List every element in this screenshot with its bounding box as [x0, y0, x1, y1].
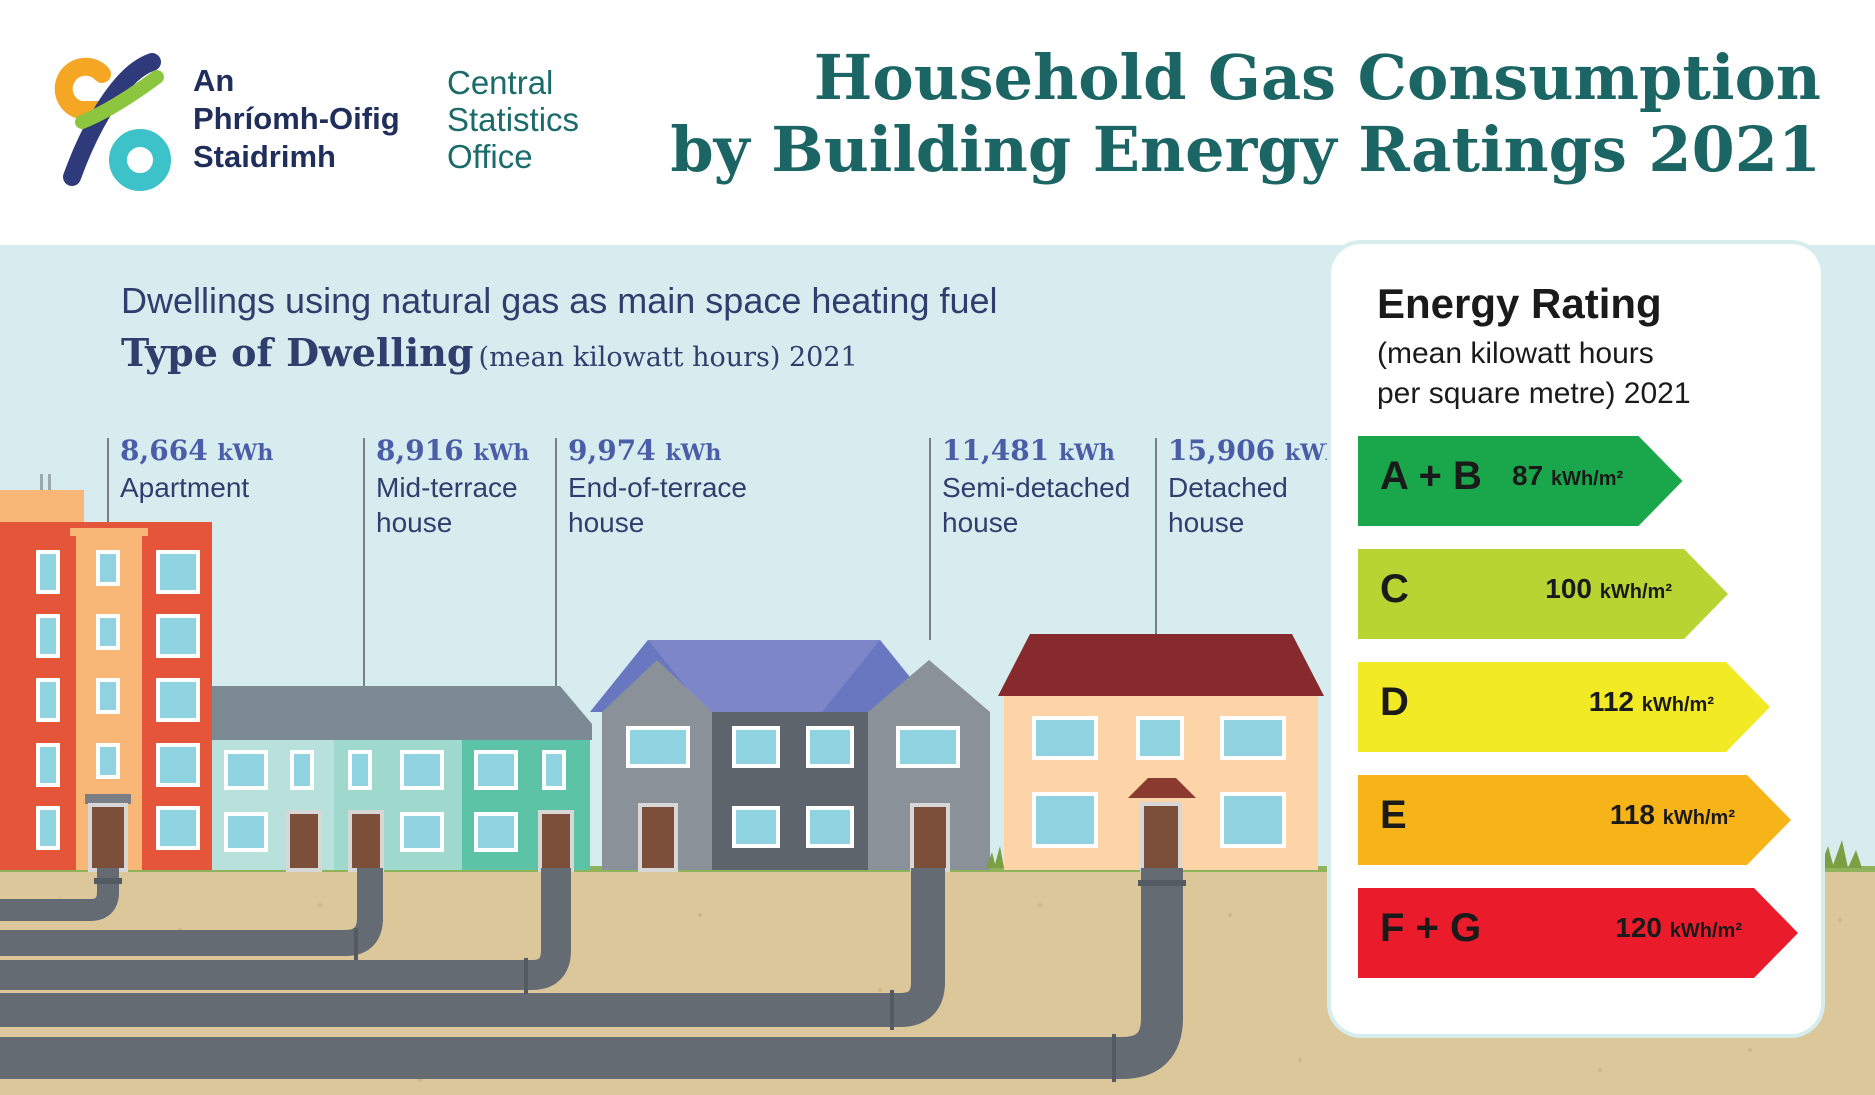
- rating-arrow: [1358, 888, 1798, 978]
- section-subtitle: Dwellings using natural gas as main spac…: [121, 280, 998, 321]
- detached-house: [998, 634, 1324, 872]
- dwelling-value-unit: kWh: [665, 440, 722, 466]
- rating-row: F + G 120 kWh/m²: [1358, 888, 1800, 978]
- rating-bar: [1358, 888, 1798, 978]
- energy-rating-card: Energy Rating (mean kilowatt hours per s…: [1331, 244, 1821, 1034]
- rating-subtitle-line: per square metre) 2021: [1377, 377, 1691, 410]
- dwelling-value-unit: kWh: [1058, 440, 1115, 466]
- rating-arrow: [1358, 775, 1791, 865]
- rating-value: 112 kWh/m²: [1589, 686, 1714, 718]
- rating-value-number: 112: [1588, 686, 1642, 717]
- dwelling-type-label: Semi-detached: [942, 472, 1131, 503]
- dwelling-value: 8,664 kWh: [120, 434, 273, 470]
- dwelling-label: 8,664 kWh Apartment: [120, 434, 273, 505]
- dwelling-value-unit: kWh: [473, 440, 530, 466]
- logo-text-english: Central Statistics Office: [447, 64, 579, 175]
- logo-line: An: [193, 63, 235, 98]
- rating-band-label: E: [1380, 793, 1407, 837]
- heading-bold: Type of Dwelling: [121, 330, 474, 375]
- dwelling-type-label: house: [942, 507, 1019, 538]
- logo-line: Phríomh-Oifig: [193, 101, 400, 136]
- header: An Phríomh-Oifig Staidrimh Central Stati…: [0, 0, 1875, 245]
- dwelling-type-label: house: [1168, 507, 1245, 538]
- rating-arrow: [1358, 436, 1683, 526]
- cso-logo-icon: [54, 53, 171, 191]
- dwelling-type-label: End-of-terrace: [568, 472, 747, 503]
- pipe-joints: [94, 878, 1186, 1082]
- logo-text-irish: An Phríomh-Oifig Staidrimh: [193, 62, 400, 176]
- rating-value: 87 kWh/m²: [1512, 460, 1623, 492]
- logo-line: Statistics: [447, 101, 580, 138]
- heading-rest: (mean kilowatt hours) 2021: [478, 342, 858, 373]
- dwelling-value-number: 9,974: [568, 434, 666, 467]
- rating-row: A + B 87 kWh/m²: [1358, 436, 1685, 526]
- dwelling-label: 9,974 kWh End-of-terrace house: [568, 434, 747, 540]
- rating-arrow: [1358, 549, 1728, 639]
- dwelling-value: 8,916 kWh: [376, 434, 529, 470]
- dwelling-value-unit: kWh: [217, 440, 274, 466]
- rating-value-number: 87: [1512, 460, 1551, 491]
- dwelling-label: 8,916 kWh Mid-terrace house: [376, 434, 529, 540]
- leader-lines: [107, 438, 1157, 686]
- rating-band-label: C: [1380, 567, 1409, 611]
- rating-band-label: A + B: [1380, 454, 1482, 498]
- logo-line: Staidrimh: [193, 139, 336, 174]
- rating-bar: [1358, 775, 1791, 865]
- dwelling-type-label: Detached: [1168, 472, 1288, 503]
- dwelling-value: 15,906 kWh: [1168, 434, 1341, 470]
- logo-line: Central: [447, 64, 554, 101]
- dwelling-type-label: house: [376, 507, 453, 538]
- rating-value-unit: kWh/m²: [1599, 581, 1672, 603]
- dwelling-type-label: Mid-terrace: [376, 472, 518, 503]
- rating-title: Energy Rating: [1377, 280, 1662, 327]
- title-line: by Building Energy Ratings 2021: [670, 113, 1821, 186]
- rating-value: 100 kWh/m²: [1545, 573, 1672, 605]
- dwelling-label: 11,481 kWh Semi-detached house: [942, 434, 1130, 540]
- logo-line: Office: [447, 138, 533, 175]
- rating-bar: [1358, 662, 1770, 752]
- rating-value-number: 118: [1609, 799, 1663, 830]
- rating-value: 120 kWh/m²: [1615, 912, 1742, 944]
- rating-bar: [1358, 549, 1728, 639]
- rating-value-unit: kWh/m²: [1669, 920, 1742, 942]
- page-title: Household Gas Consumption by Building En…: [670, 42, 1821, 186]
- rating-value-unit: kWh/m²: [1550, 468, 1624, 490]
- dwelling-chart-heading: Type of Dwelling (mean kilowatt hours) 2…: [121, 330, 858, 375]
- title-line: Household Gas Consumption: [813, 41, 1821, 114]
- rating-row: C 100 kWh/m²: [1358, 549, 1730, 639]
- rating-bar: [1358, 436, 1683, 526]
- dwelling-value: 9,974 kWh: [568, 434, 747, 470]
- dwelling-value: 11,481 kWh: [942, 434, 1130, 470]
- semi-detached-houses: [590, 640, 990, 872]
- rating-arrow: [1358, 662, 1770, 752]
- terrace-row: [212, 686, 592, 872]
- rating-subtitle: (mean kilowatt hours per square metre) 2…: [1377, 334, 1691, 414]
- dwelling-type-label: house: [568, 507, 645, 538]
- dwelling-label: 15,906 kWh Detached house: [1168, 434, 1341, 540]
- rating-row: E 118 kWh/m²: [1358, 775, 1793, 865]
- dwelling-value-number: 8,664: [120, 434, 218, 467]
- rating-value-unit: kWh/m²: [1641, 694, 1714, 716]
- rating-value-number: 100: [1545, 573, 1600, 604]
- rating-value-unit: kWh/m²: [1662, 807, 1735, 829]
- rating-row: D 112 kWh/m²: [1358, 662, 1772, 752]
- rating-band-label: D: [1380, 680, 1409, 724]
- rating-value: 118 kWh/m²: [1610, 799, 1735, 831]
- rating-band-label: F + G: [1380, 906, 1482, 950]
- rating-value-number: 120: [1615, 912, 1670, 943]
- dwelling-type-label: Apartment: [120, 472, 250, 503]
- dwelling-value-number: 11,481: [942, 434, 1059, 467]
- dwelling-value-number: 15,906: [1168, 434, 1285, 467]
- apartment-building: [0, 474, 212, 872]
- rating-subtitle-line: (mean kilowatt hours: [1377, 337, 1654, 370]
- dwelling-value-number: 8,916: [376, 434, 474, 467]
- gas-pipes: [0, 868, 1183, 1079]
- grass-tufts: [986, 840, 1862, 868]
